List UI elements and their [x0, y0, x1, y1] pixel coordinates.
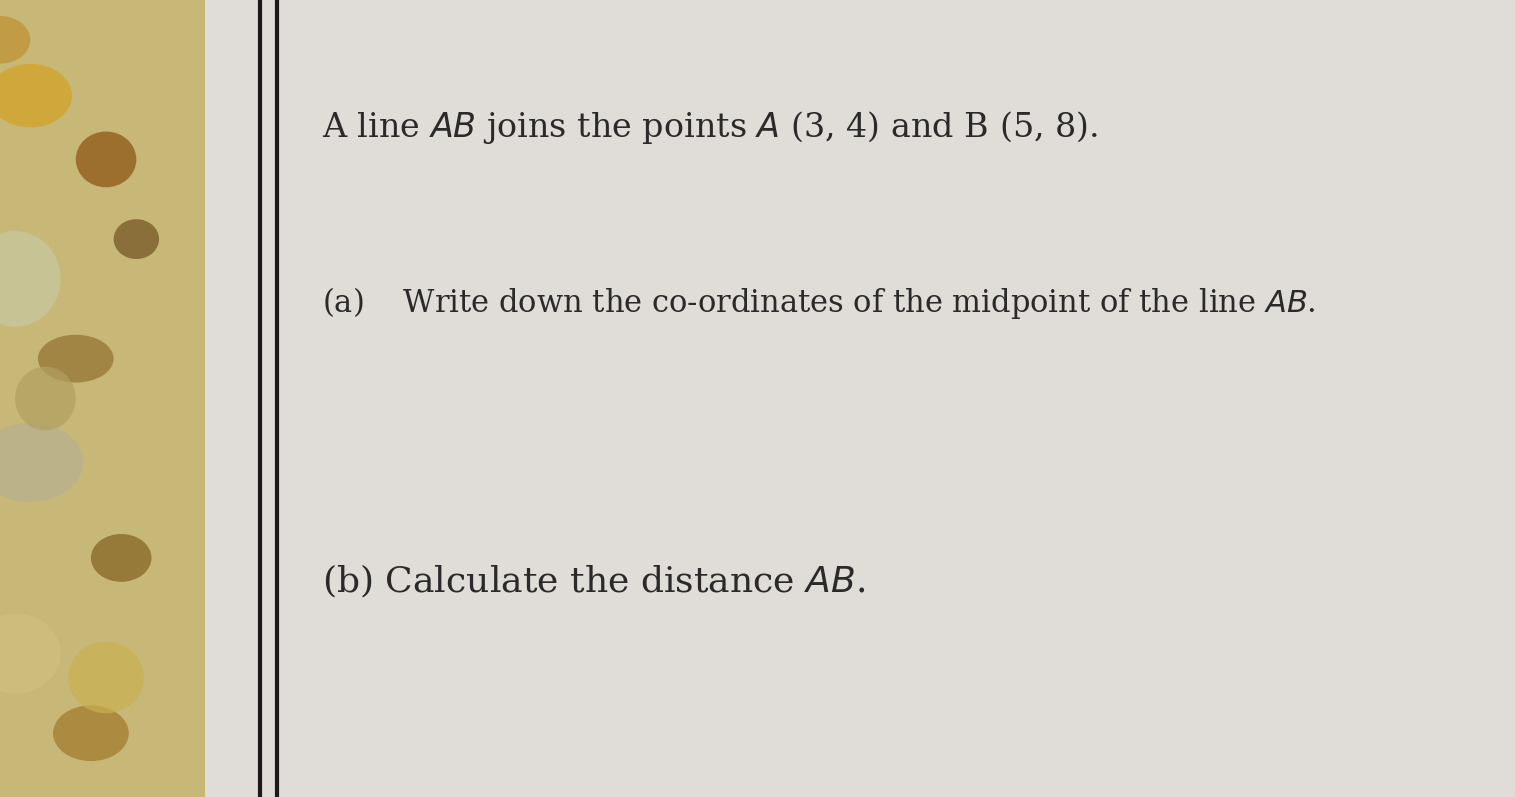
Ellipse shape — [0, 16, 30, 64]
Text: A line $\mathit{AB}$ joins the points $\mathit{A}$ (3, 4) and B (5, 8).: A line $\mathit{AB}$ joins the points $\… — [323, 109, 1098, 146]
Ellipse shape — [0, 422, 83, 502]
Ellipse shape — [91, 534, 152, 582]
Ellipse shape — [68, 642, 144, 713]
Bar — [0, 0, 205, 797]
Ellipse shape — [114, 219, 159, 259]
Ellipse shape — [76, 132, 136, 187]
Bar — [205, 0, 1515, 797]
Ellipse shape — [0, 231, 61, 327]
Text: (a)    Write down the co-ordinates of the midpoint of the line $\mathit{AB}$.: (a) Write down the co-ordinates of the m… — [323, 285, 1317, 321]
Ellipse shape — [53, 705, 129, 761]
Ellipse shape — [0, 64, 73, 128]
Ellipse shape — [0, 614, 61, 693]
Ellipse shape — [15, 367, 76, 430]
Ellipse shape — [38, 335, 114, 383]
Text: (b) Calculate the distance $\mathit{AB}$.: (b) Calculate the distance $\mathit{AB}$… — [323, 563, 867, 600]
